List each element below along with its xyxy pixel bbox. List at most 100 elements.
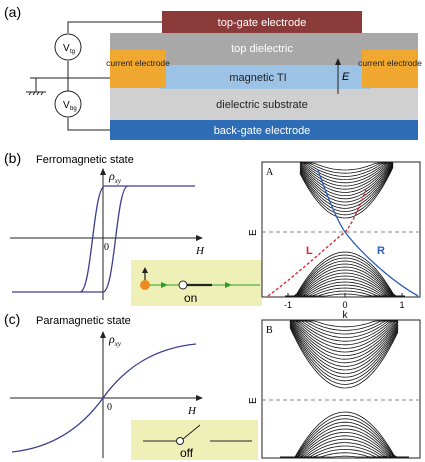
hysteresis-y-arrowhead [100,168,106,175]
top-gate-label: top-gate electrode [218,17,307,29]
band-line [300,162,393,171]
switch-on-box [131,260,262,306]
band-line [285,269,405,297]
band-line [300,162,393,177]
band-plot-b-frame [261,319,421,459]
band-plot-a-frame [261,161,421,298]
current-electrode-left-label: current electrode [106,58,170,68]
band-line [290,320,398,342]
field-arrowhead [335,58,341,65]
band-a-xtick-0: 0 [342,300,347,310]
hysteresis-ylabel: ρxy [108,169,122,185]
band-line [299,162,394,203]
band-line [299,167,394,219]
band-line [289,320,399,364]
band-line [280,432,409,458]
band-b-label: B [266,325,273,336]
top-source-sub: tg [70,49,75,55]
switch-on-label: on [184,291,197,305]
band-plot-a: A E L R -1 0 1 k [248,161,421,321]
band-line [285,272,405,297]
band-line [300,162,393,174]
band-line [290,320,398,338]
bottom-voltage-source: V bg [54,90,82,118]
back-gate-electrode [110,120,418,140]
band-b-conduction [289,320,399,389]
band-line [285,251,405,297]
sigmoid-ylabel: ρxy [108,332,122,348]
band-line [289,321,399,371]
current-electrode-right [362,50,418,88]
band-a-xtick-1: 1 [399,300,404,310]
band-line [290,320,398,335]
band-line [289,324,399,382]
band-line [299,163,394,206]
band-line [299,162,393,187]
band-line [289,322,399,375]
band-line [285,266,405,297]
sigmoid-origin: 0 [107,402,112,413]
band-a-xlabel: k [343,310,349,321]
panel-a-label: (a) [4,4,21,20]
band-a-ylabel: E [248,229,259,236]
band-line [285,260,405,297]
panel-c: (c) Paramagnetic state ρxy H 0 off B E [4,311,421,460]
band-line [280,414,409,458]
band-line [299,162,394,197]
band-line [285,275,405,297]
field-label: E [342,71,350,83]
panel-b: (b) Ferromagnetic state ρxy H 0 on [4,150,421,321]
band-line [300,162,393,184]
band-line [300,162,393,181]
band-a-xtick-neg1: -1 [284,300,292,310]
panel-b-label: (b) [4,150,21,166]
band-line [289,320,399,367]
band-line [299,165,394,213]
band-line [285,257,405,297]
band-line [285,254,405,297]
magnetic-ti [160,65,370,89]
band-line [290,320,399,353]
band-a-conduction [299,162,394,219]
hysteresis-loop [12,185,195,293]
hysteresis-x-arrowhead [196,235,203,241]
band-a-L-curve [267,189,367,297]
band-b-ylabel: E [248,397,259,404]
band-a-R-label: R [377,245,385,257]
band-line [290,320,398,328]
band-line [289,326,399,385]
dielectric-substrate [110,88,418,120]
band-line [289,320,399,360]
panel-c-label: (c) [4,311,20,327]
switch-off-box [131,420,258,460]
bottom-source-v: V [63,100,70,111]
band-a-R-curve [317,169,419,297]
band-line [290,320,398,346]
top-dielectric-label: top dielectric [231,43,293,55]
sigmoid-xlabel: H [187,405,197,417]
sigmoid-y-arrowhead [100,331,106,338]
band-line [299,162,393,190]
band-line [299,164,394,209]
top-voltage-source: V tg [54,33,82,61]
current-electrode-left [110,50,166,88]
band-line [299,162,394,193]
hysteresis-xlabel: H [195,245,205,257]
sigmoid-axes [10,335,200,458]
band-line [290,320,398,349]
top-source-v: V [63,43,70,54]
sigmoid-curve [11,343,197,453]
band-a-label: A [266,167,274,178]
panel-b-title: Ferromagnetic state [36,154,134,166]
switch-on [140,267,260,290]
back-gate-label: back-gate electrode [214,125,311,137]
top-gate-electrode [162,11,362,33]
band-plot-b: B E [248,319,421,459]
electron-dot [140,280,150,290]
panel-a: (a) top-gate electrode top dielectric di… [4,4,422,140]
band-line [289,327,399,389]
substrate-label: dielectric substrate [216,99,308,111]
band-line [289,323,399,378]
hysteresis-axes [10,172,200,300]
band-line [290,320,399,357]
